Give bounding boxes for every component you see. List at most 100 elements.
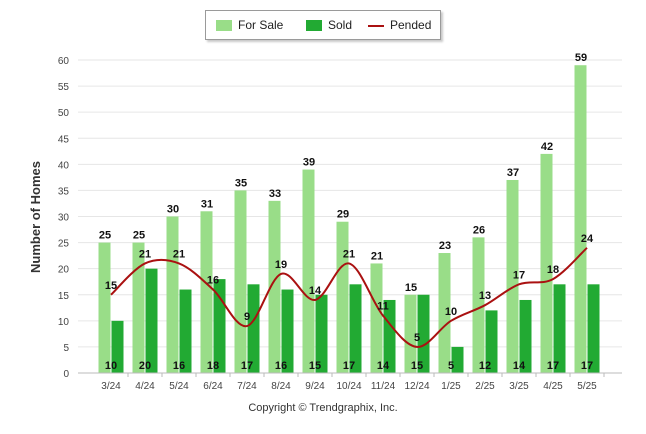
y-tick-label: 35 [58,186,70,197]
y-tick-label: 60 [58,56,70,67]
pended-line [110,247,588,348]
label-pended: 16 [207,275,219,287]
label-pended: 18 [547,264,559,276]
y-tick-label: 10 [58,317,70,328]
bar-sold [111,320,124,373]
label-sold: 12 [479,360,491,372]
y-tick-label: 25 [58,239,70,250]
bar-for-sale [302,169,315,373]
label-for-sale: 31 [201,198,213,210]
label-sold: 16 [173,360,185,372]
label-for-sale: 23 [439,240,451,252]
label-pended: 5 [414,332,420,344]
label-sold: 18 [207,360,219,372]
label-for-sale: 37 [507,167,519,179]
label-for-sale: 33 [269,188,281,200]
legend-label-for-sale: For Sale [238,18,284,32]
y-tick-label: 20 [58,265,70,276]
copyright-text: Copyright © Trendgraphix, Inc. [248,402,398,414]
y-tick-label: 0 [63,369,69,380]
label-for-sale: 30 [167,204,179,216]
label-pended: 17 [513,269,525,281]
label-pended: 21 [343,248,355,260]
label-for-sale: 25 [133,230,145,242]
label-pended: 21 [173,248,185,260]
bar-for-sale [200,211,213,373]
bar-sold [247,284,260,373]
x-tick-label: 4/25 [543,381,563,392]
x-tick-label: 8/24 [271,381,291,392]
label-sold: 20 [139,360,151,372]
legend-label-sold: Sold [328,18,353,32]
label-pended: 21 [139,248,151,260]
x-tick-label: 4/24 [135,381,155,392]
x-tick-label: 9/24 [305,381,325,392]
bar-sold [315,294,328,373]
x-tick-label: 3/24 [101,381,121,392]
label-for-sale: 25 [99,230,111,242]
pended-series-line [110,247,588,348]
y-tick-label: 45 [58,134,70,145]
bar-sold [485,310,498,373]
legend-swatch-pended [368,25,384,27]
legend-label-pended: Pended [390,18,432,32]
x-tick-label: 11/24 [371,381,396,392]
y-tick-label: 5 [63,343,69,354]
x-tick-label: 5/25 [577,381,597,392]
x-tick-label: 6/24 [203,381,223,392]
label-sold: 17 [581,360,593,372]
bar-sold [451,346,464,373]
label-pended: 11 [377,301,389,313]
label-for-sale: 15 [405,282,417,294]
bar-for-sale [506,179,519,373]
bar-sold [519,299,532,373]
bar-sold [383,299,396,373]
x-tick-label: 1/25 [441,381,461,392]
label-sold: 15 [411,360,423,372]
bar-sold [417,294,430,373]
x-tick-label: 10/24 [336,381,361,392]
label-for-sale: 42 [541,141,553,153]
bar-for-sale [370,263,383,373]
label-sold: 17 [343,360,355,372]
bar-for-sale [234,190,247,373]
bar-sold [349,284,362,373]
bar-sold [553,284,566,373]
data-labels: 25 10 15 25 20 21 30 16 21 31 18 16 35 17 9 33 16 19 39 15 1… [99,52,594,372]
x-tick-label: 3/25 [509,381,529,392]
bar-for-sale [132,242,145,373]
bar-for-sale [540,153,553,373]
label-for-sale: 35 [235,177,247,189]
label-sold: 15 [309,360,321,372]
legend: For Sale Sold Pended [205,10,441,40]
label-sold: 17 [547,360,559,372]
label-sold: 16 [275,360,287,372]
bar-for-sale [166,216,179,373]
bar-for-sale [574,65,587,373]
label-sold: 14 [377,360,390,372]
y-tick-label: 40 [58,160,70,171]
label-pended: 15 [105,280,117,292]
label-pended: 19 [275,259,287,271]
y-tick-label: 30 [58,213,70,224]
bar-for-sale [472,237,485,373]
bar-sold [145,268,158,373]
label-for-sale: 59 [575,52,587,64]
bar-for-sale [268,200,281,373]
legend-swatch-for-sale [216,20,232,31]
label-pended: 13 [479,290,491,302]
label-sold: 17 [241,360,253,372]
x-tick-label: 2/25 [475,381,495,392]
y-tick-label: 15 [58,291,70,302]
label-sold: 10 [105,360,117,372]
label-pended: 14 [309,285,322,297]
label-pended: 10 [445,306,457,318]
label-for-sale: 39 [303,157,315,169]
bar-sold [281,289,294,373]
label-pended: 9 [244,311,250,323]
label-sold: 5 [448,360,454,372]
bar-for-sale [98,242,111,373]
x-tick-label: 7/24 [237,381,257,392]
